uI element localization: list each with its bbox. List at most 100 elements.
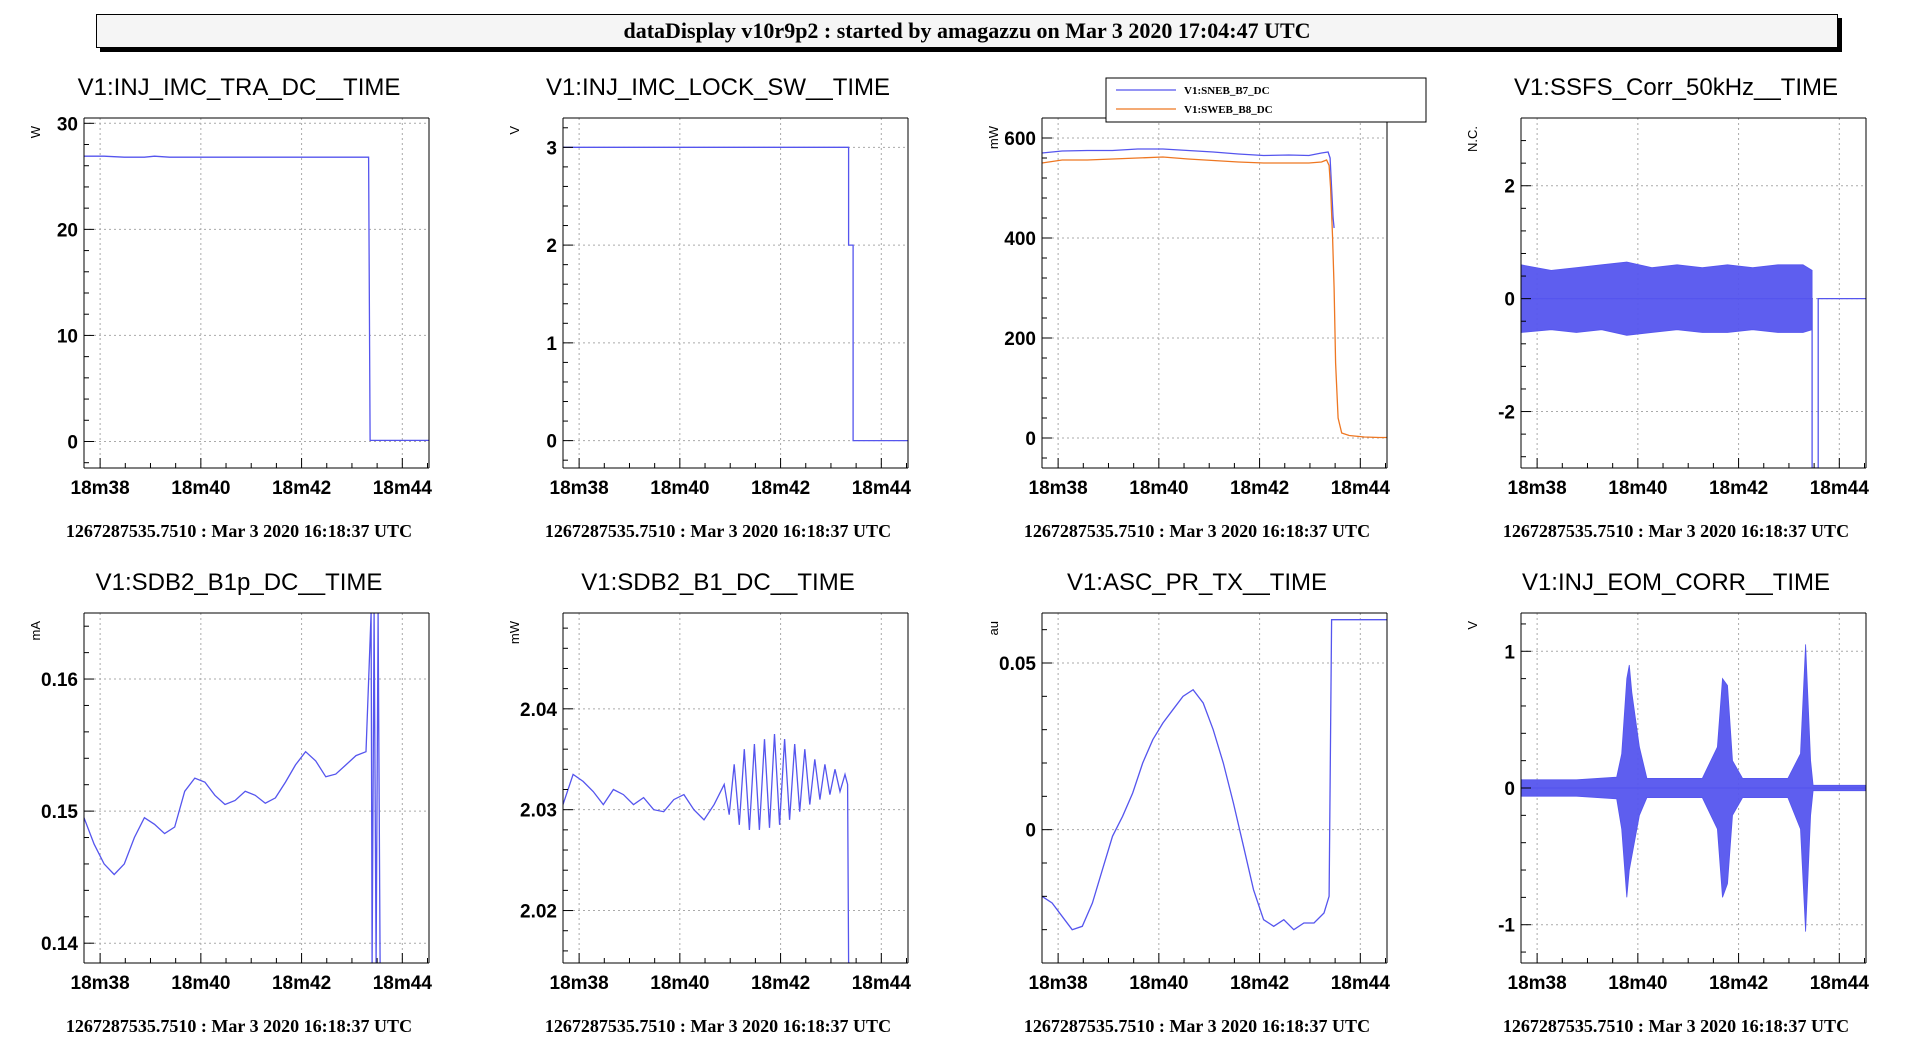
legend-label: V1:SNEB_B7_DC [1184,85,1270,97]
chart-panel: V1:SSFS_Corr_50kHz__TIME N.C. 18m38 18m40 18… [1437,60,1916,555]
y-tick-label: 400 [1004,229,1036,250]
y-tick-label: 0 [1025,429,1036,450]
x-tick-label: 18m42 [751,973,810,994]
series-line [563,146,908,442]
y-tick-label: 0.16 [41,670,78,691]
y-tick-label: 0 [67,432,78,453]
chart-footer: 1267287535.7510 : Mar 3 2020 16:18:37 UT… [545,521,891,541]
chart-panel: V1:SDB2_B1_DC__TIME mW 18m38 18m40 18m42 18m4… [479,555,958,1050]
x-tick-label: 18m42 [1709,973,1768,994]
y-axis-unit: W [28,125,43,138]
chart-title: V1:ASC_PR_TX__TIME [1067,569,1327,596]
x-tick-label: 18m38 [550,478,609,499]
chart-title: V1:INJ_EOM_CORR__TIME [1522,569,1830,596]
chart-title: V1:INJ_IMC_TRA_DC__TIME [78,74,401,101]
chart-svg: V1:SDB2_B1p_DC__TIME mA 18m38 18m40 18m42 18m… [28,569,433,1036]
series-line [1042,156,1387,439]
x-tick-label: 18m44 [1331,973,1391,994]
chart-svg: V1:INJ_EOM_CORR__TIME V 18m38 18m40 18m42 18m… [1465,569,1870,1036]
y-axis-unit: au [986,621,1001,635]
x-tick-label: 18m42 [272,478,331,499]
y-tick-label: 2 [546,236,557,257]
chart-footer: 1267287535.7510 : Mar 3 2020 16:18:37 UT… [66,1016,412,1036]
chart-footer: 1267287535.7510 : Mar 3 2020 16:18:37 UT… [1503,521,1849,541]
x-tick-label: 18m40 [1608,973,1667,994]
series-line [563,733,851,963]
y-tick-label: -2 [1498,403,1515,424]
chart-legend: V1:SNEB_B7_DC V1:SWEB_B8_DC [1105,77,1427,123]
y-tick-label: 0 [1504,779,1515,800]
display-title-bar: dataDisplay v10r9p2 : started by amagazz… [96,14,1838,48]
chart-svg: V1:INJ_IMC_TRA_DC__TIME W 18m38 18m40 18m42 1… [28,74,433,541]
x-tick-label: 18m38 [71,973,130,994]
x-tick-label: 18m44 [373,973,433,994]
plot-area [563,733,851,963]
y-tick-label: 2 [1504,177,1515,198]
y-tick-label: 2.02 [520,902,557,923]
plot-area [563,146,908,442]
plot-area [84,155,429,442]
chart-footer: 1267287535.7510 : Mar 3 2020 16:18:37 UT… [1024,521,1370,541]
x-tick-label: 18m38 [1029,973,1088,994]
chart-panel: V1:INJ_IMC_TRA_DC__TIME W 18m38 18m40 18m42 1… [0,60,479,555]
y-tick-label: 0.15 [41,802,78,823]
plot-area [1042,619,1387,931]
x-tick-label: 18m42 [1230,478,1289,499]
chart-footer: 1267287535.7510 : Mar 3 2020 16:18:37 UT… [1024,1016,1370,1036]
x-tick-label: 18m40 [650,973,709,994]
x-tick-label: 18m42 [751,478,810,499]
y-tick-label: 10 [57,326,78,347]
x-tick-label: 18m44 [1810,478,1870,499]
x-tick-label: 18m40 [171,478,230,499]
series-line [84,155,429,442]
series-line [1042,619,1387,931]
y-tick-label: 0 [1025,821,1036,842]
chart-svg: V1:SDB2_B1_DC__TIME mW 18m38 18m40 18m42 18m4… [507,569,912,1036]
y-tick-label: 1 [546,334,557,355]
x-tick-label: 18m38 [1508,478,1567,499]
y-tick-label: 2.04 [520,700,557,721]
y-axis-unit: mA [28,621,43,641]
chart-panel: V1:SDB2_B1p_DC__TIME mA 18m38 18m40 18m42 18m… [0,555,479,1050]
chart-footer: 1267287535.7510 : Mar 3 2020 16:18:37 UT… [66,521,412,541]
x-tick-label: 18m38 [1508,973,1567,994]
x-tick-label: 18m42 [1709,478,1768,499]
chart-panel: V1:INJ_EOM_CORR__TIME V 18m38 18m40 18m42 18m… [1437,555,1916,1050]
display-title: dataDisplay v10r9p2 : started by amagazz… [623,18,1311,43]
x-tick-label: 18m42 [1230,973,1289,994]
y-tick-label: 2.03 [520,801,557,822]
y-tick-label: 200 [1004,329,1036,350]
chart-footer: 1267287535.7510 : Mar 3 2020 16:18:37 UT… [1503,1016,1849,1036]
x-tick-label: 18m38 [71,478,130,499]
y-axis-unit: mW [507,620,522,644]
y-tick-label: 30 [57,114,78,135]
plot-area [1042,148,1387,439]
x-tick-label: 18m40 [1608,478,1667,499]
x-tick-label: 18m44 [852,973,912,994]
chart-title: V1:SSFS_Corr_50kHz__TIME [1514,74,1838,101]
series-line [84,613,381,963]
y-tick-label: -1 [1498,916,1515,937]
y-axis-unit: V [1465,621,1480,630]
y-axis-unit: mW [986,125,1001,149]
x-tick-label: 18m40 [1129,973,1188,994]
chart-footer: 1267287535.7510 : Mar 3 2020 16:18:37 UT… [545,1016,891,1036]
y-tick-label: 3 [546,138,557,159]
x-tick-label: 18m38 [550,973,609,994]
x-tick-label: 18m44 [1810,973,1870,994]
x-tick-label: 18m42 [272,973,331,994]
plot-area [1521,644,1866,932]
y-axis-unit: V [507,126,522,135]
x-tick-label: 18m44 [373,478,433,499]
y-axis-unit: N.C. [1465,126,1480,152]
y-tick-label: 0.14 [41,934,78,955]
legend-box [1105,77,1427,123]
x-tick-label: 18m40 [1129,478,1188,499]
x-tick-label: 18m44 [1331,478,1391,499]
y-tick-label: 600 [1004,129,1036,150]
chart-title: V1:INJ_IMC_LOCK_SW__TIME [546,74,890,101]
chart-title: V1:SDB2_B1_DC__TIME [581,569,854,596]
plot-area [84,613,381,963]
y-tick-label: 0 [1504,290,1515,311]
